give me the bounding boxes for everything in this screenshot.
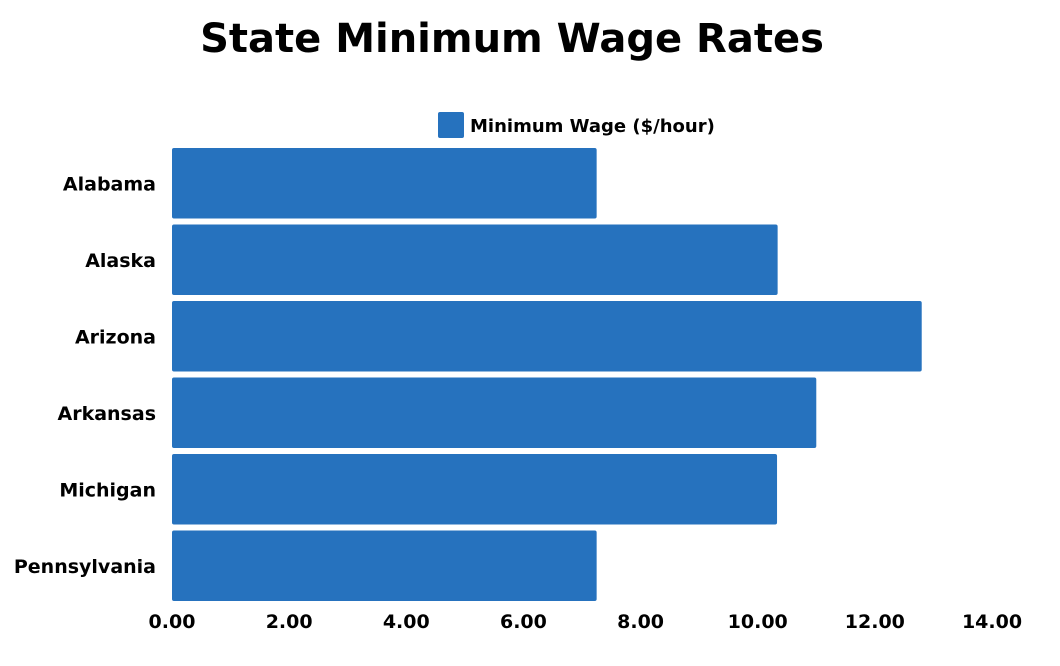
x-tick-label: 8.00 [617,611,664,633]
x-tick-label: 12.00 [845,611,905,633]
x-axis-ticks: 0.00 2.00 4.00 6.00 8.00 10.00 12.00 14.00 [149,611,1023,633]
bar-arkansas [172,377,817,448]
bar-alaska [172,224,778,295]
legend: Minimum Wage ($/hour) [438,112,715,138]
category-label-alabama: Alabama [63,173,156,195]
chart-title: State Minimum Wage Rates [200,16,824,62]
bar-pennsylvania [172,530,597,601]
category-label-michigan: Michigan [59,479,156,501]
category-label-pennsylvania: Pennsylvania [14,556,156,578]
category-label-arizona: Arizona [75,326,156,348]
x-tick-label: 6.00 [500,611,547,633]
x-tick-label: 14.00 [962,611,1022,633]
x-tick-label: 10.00 [728,611,788,633]
legend-swatch [438,112,464,138]
category-label-alaska: Alaska [85,250,156,272]
x-tick-label: 4.00 [383,611,430,633]
x-tick-label: 2.00 [266,611,313,633]
category-labels: Alabama Alaska Arizona Arkansas Michigan Penn… [14,173,156,578]
bar-arizona [172,301,922,372]
bar-alabama [172,148,597,219]
bars-group [172,148,922,601]
category-label-arkansas: Arkansas [58,403,157,425]
x-tick-label: 0.00 [149,611,196,633]
bar-michigan [172,454,778,525]
legend-label: Minimum Wage ($/hour) [470,116,715,137]
